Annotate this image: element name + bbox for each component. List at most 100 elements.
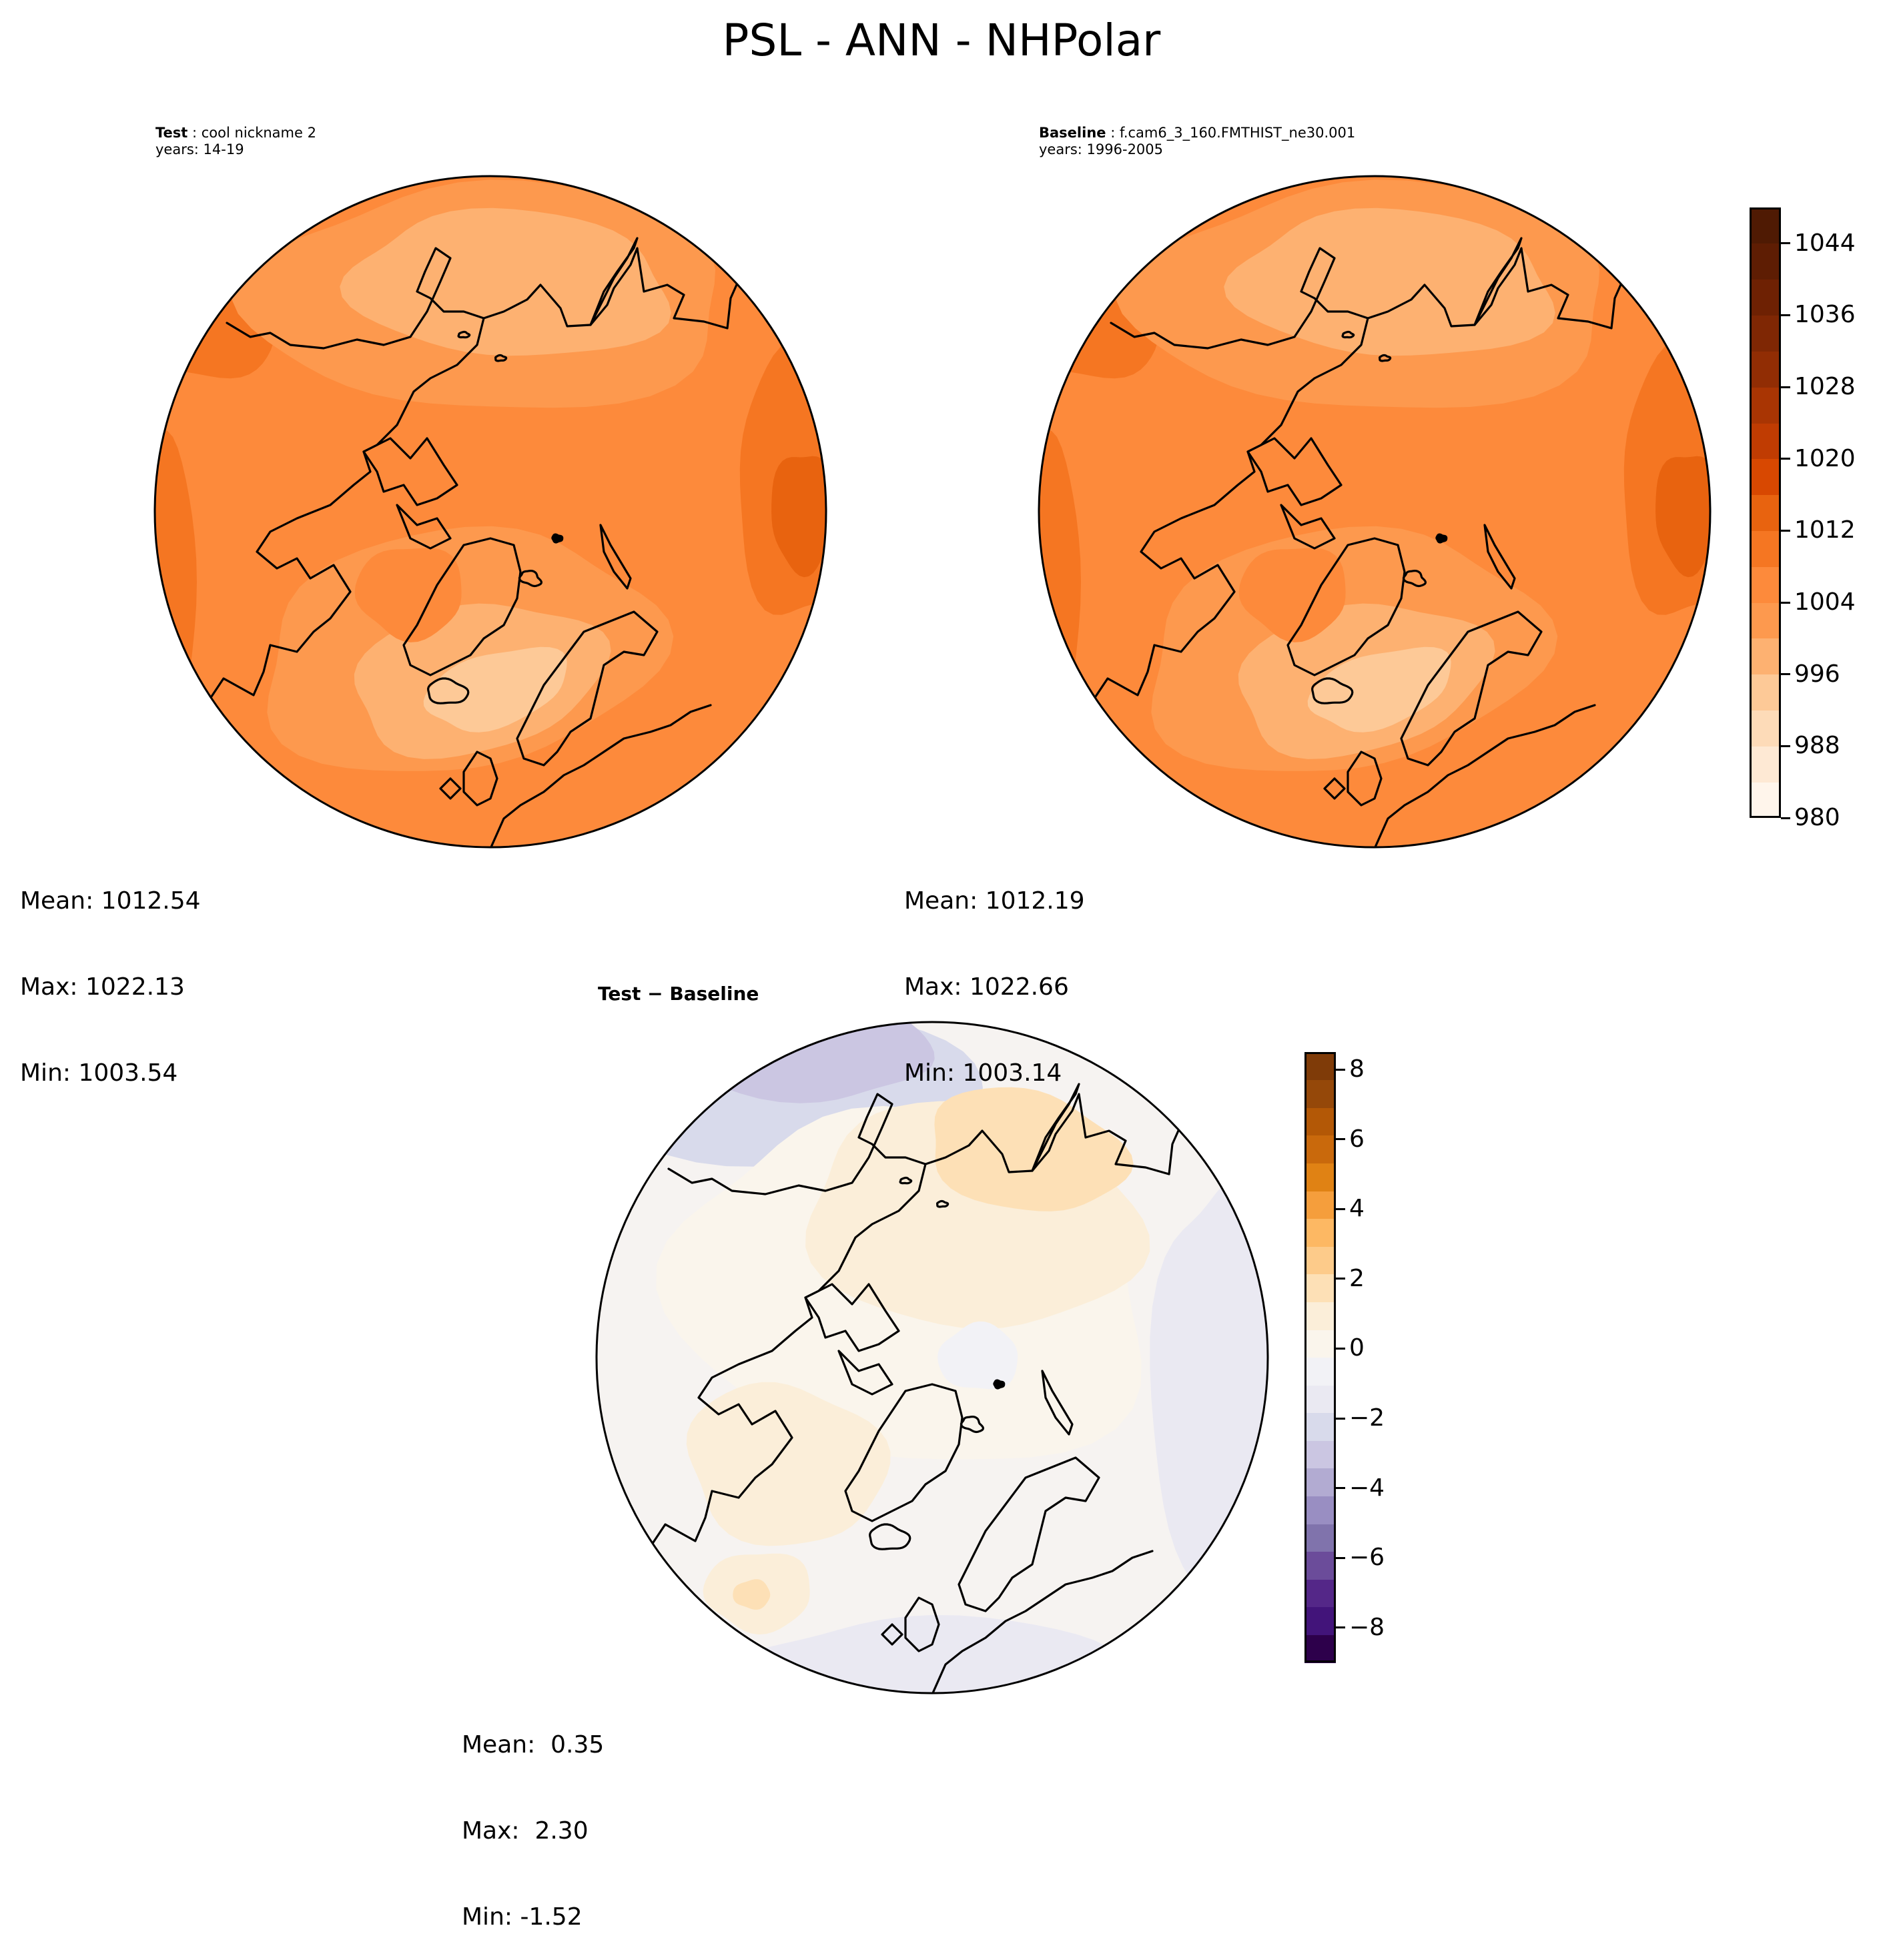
difference-colorbar-segment [1304,1634,1336,1663]
psl-colorbar-tick-label: 1020 [1794,444,1856,472]
difference-colorbar-tick-label: −8 [1349,1613,1385,1641]
coastline-iceland [1311,677,1354,704]
difference-colorbar-segment [1304,1302,1336,1330]
difference-colorbar-tick [1336,1487,1345,1490]
difference-colorbar-segment [1304,1079,1336,1108]
psl-colorbar-tick [1781,458,1790,460]
psl-colorbar-tick-label: 988 [1794,732,1840,760]
difference-contour-band [937,1321,1018,1390]
difference-colorbar-tick-label: 0 [1349,1334,1365,1362]
coastline-novaya-zemlya [599,524,632,590]
difference-colorbar-tick [1336,1207,1345,1210]
coastline-arctic-archipelago [362,437,458,550]
psl-colorbar-frame [1750,207,1781,818]
psl-colorbar-tick [1781,601,1790,604]
difference-colorbar-segment [1304,1468,1336,1497]
test-stats: Mean: 1012.54 Max: 1022.13 Min: 1003.54 [20,829,201,1116]
difference-colorbar-segment [1304,1135,1336,1163]
baseline-stat-min: Min: 1003.14 [904,1059,1062,1087]
psl-colorbar-tick-label: 1036 [1794,301,1856,329]
difference-colorbar-tick-label: −6 [1349,1544,1385,1572]
difference-colorbar-segment [1304,1412,1336,1441]
difference-colorbar-segment [1304,1163,1336,1191]
coastline-british-isles [439,751,498,807]
coastline-new-siberian-islands [457,330,471,339]
difference-colorbar-segment [1304,1385,1336,1414]
baseline-contour-band [1655,456,1710,578]
difference-colorbar-segment [1304,1524,1336,1552]
difference-colorbar-tick-label: 4 [1349,1195,1365,1223]
test-polar-map [153,175,827,849]
coastline-novaya-zemlya [1041,1370,1074,1436]
difference-colorbar-segment [1304,1218,1336,1247]
figure-title: PSL - ANN - NHPolar [722,15,1161,66]
coastline-europe [489,704,712,847]
difference-colorbar-tick-label: 8 [1349,1055,1365,1083]
coastline-franz-josef [1435,533,1448,544]
psl-colorbar-segment [1750,351,1781,388]
test-stat-min: Min: 1003.54 [20,1059,178,1087]
difference-colorbar-segment [1304,1551,1336,1580]
difference-colorbar-segment [1304,1606,1336,1635]
difference-map-boundary [595,1021,1269,1694]
psl-colorbar-tick-label: 1004 [1794,588,1856,616]
difference-colorbar-segment [1304,1329,1336,1358]
coastline-eurasia [1110,240,1679,350]
coastline-wrangel [494,354,508,362]
psl-colorbar-tick-label: 1044 [1794,229,1856,257]
difference-colorbar-tick [1336,1626,1345,1629]
baseline-panel-label: Baseline [1039,125,1106,141]
difference-contour-band [686,1382,891,1546]
difference-colorbar-frame [1304,1052,1336,1662]
psl-colorbar-tick-label: 980 [1794,804,1840,831]
difference-colorbar-tick [1336,1138,1345,1141]
test-stat-max: Max: 1022.13 [20,973,185,1001]
coastline-wrangel [936,1199,950,1208]
difference-stat-mean: Mean: 0.35 [462,1731,605,1759]
psl-colorbar-tick-label: 996 [1794,660,1840,688]
coastline-europe [1373,704,1596,847]
difference-colorbar-tick [1336,1068,1345,1071]
psl-colorbar-segment [1750,458,1781,496]
difference-colorbar-segment [1304,1579,1336,1608]
test-panel-header: Test : cool nickname 2 years: 14-19 [155,125,316,157]
psl-colorbar-tick-label: 1028 [1794,373,1856,401]
coastline-svalbard [960,1416,984,1434]
psl-colorbar-segment [1750,387,1781,424]
test-contour-band [771,456,826,578]
coastline-north-america [1093,317,1369,700]
test-stat-mean: Mean: 1012.54 [20,887,201,915]
psl-colorbar-tick [1781,314,1790,316]
test-panel-label: Test [155,125,188,141]
coastline-scandinavia [1400,610,1543,767]
baseline-years: years: 1996-2005 [1039,141,1164,157]
psl-colorbar: 980 988 996 1004 1012 1020 1028 1036 1044 [1750,207,1856,831]
baseline-stat-mean: Mean: 1012.19 [904,887,1085,915]
psl-colorbar-segment [1750,494,1781,531]
coastline-arctic-archipelago [804,1283,900,1396]
coastline-scandinavia [516,610,659,767]
baseline-case-name: f.cam6_3_160.FMTHIST_ne30.001 [1119,125,1356,141]
test-case-name: cool nickname 2 [201,125,316,141]
difference-colorbar-tick-label: 2 [1349,1264,1365,1292]
coastline-north-america [651,1163,927,1546]
difference-colorbar-tick-label: −4 [1349,1474,1385,1502]
difference-colorbar-segment [1304,1496,1336,1524]
coastline-franz-josef [993,1379,1006,1390]
difference-colorbar-tick [1336,1347,1345,1350]
difference-stats: Mean: 0.35 Max: 2.30 Min: -1.52 [462,1673,604,1960]
difference-polar-map [595,1021,1269,1694]
psl-colorbar-tick [1781,386,1790,388]
psl-colorbar-segment [1750,566,1781,603]
coastline-svalbard [1402,570,1427,588]
difference-colorbar-segment [1304,1190,1336,1219]
psl-colorbar-segment [1750,782,1781,819]
coastline-franz-josef [551,533,564,544]
coastline-greenland [402,537,522,676]
difference-colorbar-segment [1304,1357,1336,1386]
difference-colorbar-tick-label: −2 [1349,1404,1385,1432]
difference-colorbar-tick-label: 6 [1349,1125,1365,1153]
coastline-arctic-archipelago [1246,437,1343,550]
psl-colorbar-tick [1781,745,1790,747]
difference-colorbar-tick [1336,1278,1345,1280]
